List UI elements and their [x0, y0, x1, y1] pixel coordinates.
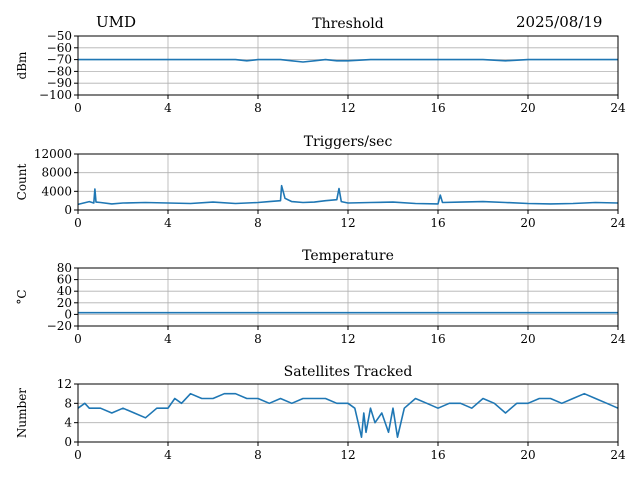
y-axis-label: Count [15, 163, 29, 200]
x-tick-label: 0 [74, 332, 82, 346]
series-line [77, 184, 619, 206]
y-tick-label: 0 [64, 307, 72, 321]
x-tick-label: 16 [430, 216, 445, 230]
x-tick-label: 8 [254, 448, 262, 462]
x-tick-label: 0 [74, 216, 82, 230]
y-axis-label: °C [15, 289, 29, 304]
x-tick-label: 20 [520, 448, 535, 462]
x-tick-label: 20 [520, 101, 535, 115]
x-tick-label: 20 [520, 216, 535, 230]
y-tick-label: 80 [57, 261, 72, 275]
x-tick-label: 4 [164, 101, 172, 115]
x-tick-label: 20 [520, 332, 535, 346]
site-label: UMD [96, 13, 137, 31]
y-tick-label: 4 [64, 416, 72, 430]
x-tick-label: 12 [340, 332, 355, 346]
x-tick-label: 4 [164, 448, 172, 462]
x-tick-label: 12 [340, 448, 355, 462]
x-tick-label: 24 [610, 332, 626, 346]
series-line [77, 392, 619, 439]
x-tick-label: 16 [430, 101, 445, 115]
x-tick-label: 8 [254, 101, 262, 115]
y-tick-label: 8 [64, 396, 72, 410]
x-tick-label: 24 [610, 101, 626, 115]
y-tick-label: 12 [57, 377, 72, 391]
x-tick-label: 0 [74, 101, 82, 115]
series-line [78, 58, 618, 63]
x-tick-label: 8 [254, 216, 262, 230]
x-tick-label: 4 [164, 216, 172, 230]
y-tick-label: 12000 [34, 147, 72, 161]
y-tick-label: −60 [47, 41, 72, 55]
chart-title: Temperature [302, 248, 394, 264]
chart-title: Threshold [312, 16, 383, 32]
y-tick-label: 20 [57, 296, 72, 310]
y-tick-label: 40 [57, 284, 72, 298]
chart-title: Satellites Tracked [284, 364, 413, 380]
x-tick-label: 24 [610, 448, 626, 462]
x-tick-label: 4 [164, 332, 172, 346]
y-tick-label: 60 [57, 273, 72, 287]
x-tick-label: 12 [340, 101, 355, 115]
y-tick-label: 8000 [41, 166, 72, 180]
y-tick-label: 0 [64, 435, 72, 449]
y-tick-label: −80 [47, 64, 72, 78]
y-tick-label: −20 [47, 319, 72, 333]
y-tick-label: −50 [47, 29, 72, 43]
y-tick-label: −70 [47, 53, 72, 67]
x-tick-label: 12 [340, 216, 355, 230]
x-tick-label: 8 [254, 332, 262, 346]
date-label: 2025/08/19 [516, 13, 603, 31]
x-tick-label: 24 [610, 216, 626, 230]
y-tick-label: −90 [47, 76, 72, 90]
y-tick-label: 0 [64, 203, 72, 217]
x-tick-label: 16 [430, 332, 445, 346]
y-axis-label: Number [15, 388, 29, 438]
y-tick-label: −100 [39, 88, 72, 102]
x-tick-label: 16 [430, 448, 445, 462]
x-tick-label: 0 [74, 448, 82, 462]
chart-title: Triggers/sec [304, 134, 393, 150]
y-axis-label: dBm [15, 51, 29, 80]
y-tick-label: 4000 [41, 184, 72, 198]
